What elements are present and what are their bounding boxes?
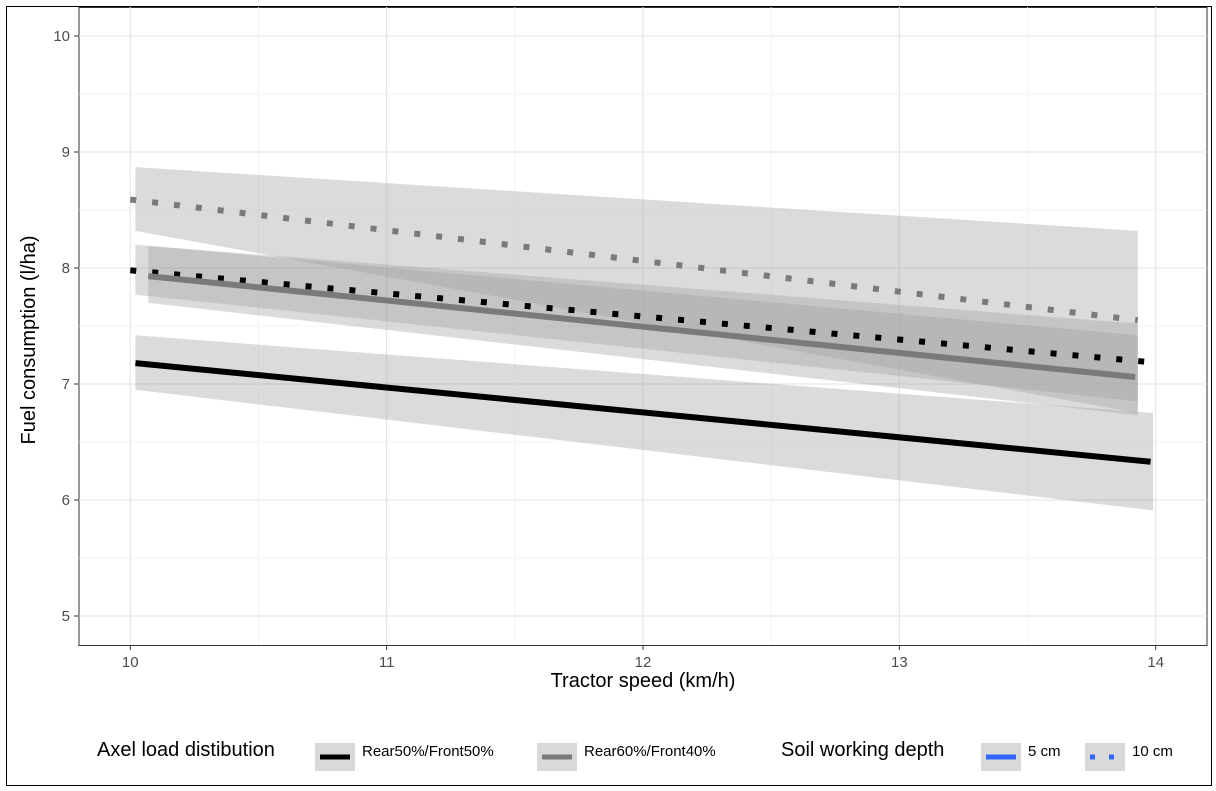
axis-ticks: 10 11 12 13 14 5 6 7 8 9 10	[53, 28, 1164, 671]
y-tick-label: 7	[62, 376, 70, 393]
x-tick-label: 11	[379, 654, 395, 671]
x-tick-label: 14	[1147, 654, 1164, 671]
grid-lines	[79, 7, 1207, 645]
y-tick-label: 6	[62, 492, 70, 509]
series-line	[135, 360, 1151, 465]
legend-title: Axel load distibution	[97, 739, 275, 761]
legend-title: Soil working depth	[781, 739, 944, 761]
confidence-ribbon	[135, 335, 1154, 511]
series-line	[129, 196, 1139, 324]
legend-label: Rear50%/Front50%	[362, 743, 494, 760]
x-axis-title: Tractor speed (km/h)	[551, 670, 736, 692]
confidence-ribbon	[148, 245, 1138, 416]
legend: Axel load distibution Rear50%/Front50% Rea…	[97, 739, 1173, 771]
series-line	[130, 267, 1149, 365]
y-tick-label: 8	[62, 260, 70, 277]
regression-lines	[129, 196, 1151, 465]
legend-label: Rear60%/Front40%	[584, 743, 716, 760]
y-tick-label: 10	[53, 28, 70, 45]
x-tick-label: 13	[891, 654, 908, 671]
y-tick-label: 9	[62, 144, 70, 161]
line-chart: 10 11 12 13 14 5 6 7 8 9 10 Tractor speed (km/h) F…	[18, 7, 1208, 771]
x-tick-label: 10	[122, 654, 139, 671]
x-tick-label: 12	[635, 654, 652, 671]
y-tick-label: 5	[62, 608, 70, 625]
legend-label: 10 cm	[1132, 743, 1173, 760]
chart-frame: 10 11 12 13 14 5 6 7 8 9 10 Tractor speed (km/h) F…	[6, 6, 1212, 786]
series-line	[147, 273, 1136, 381]
y-axis-title: Fuel consumption (l/ha)	[18, 236, 40, 445]
legend-label: 5 cm	[1028, 743, 1061, 760]
